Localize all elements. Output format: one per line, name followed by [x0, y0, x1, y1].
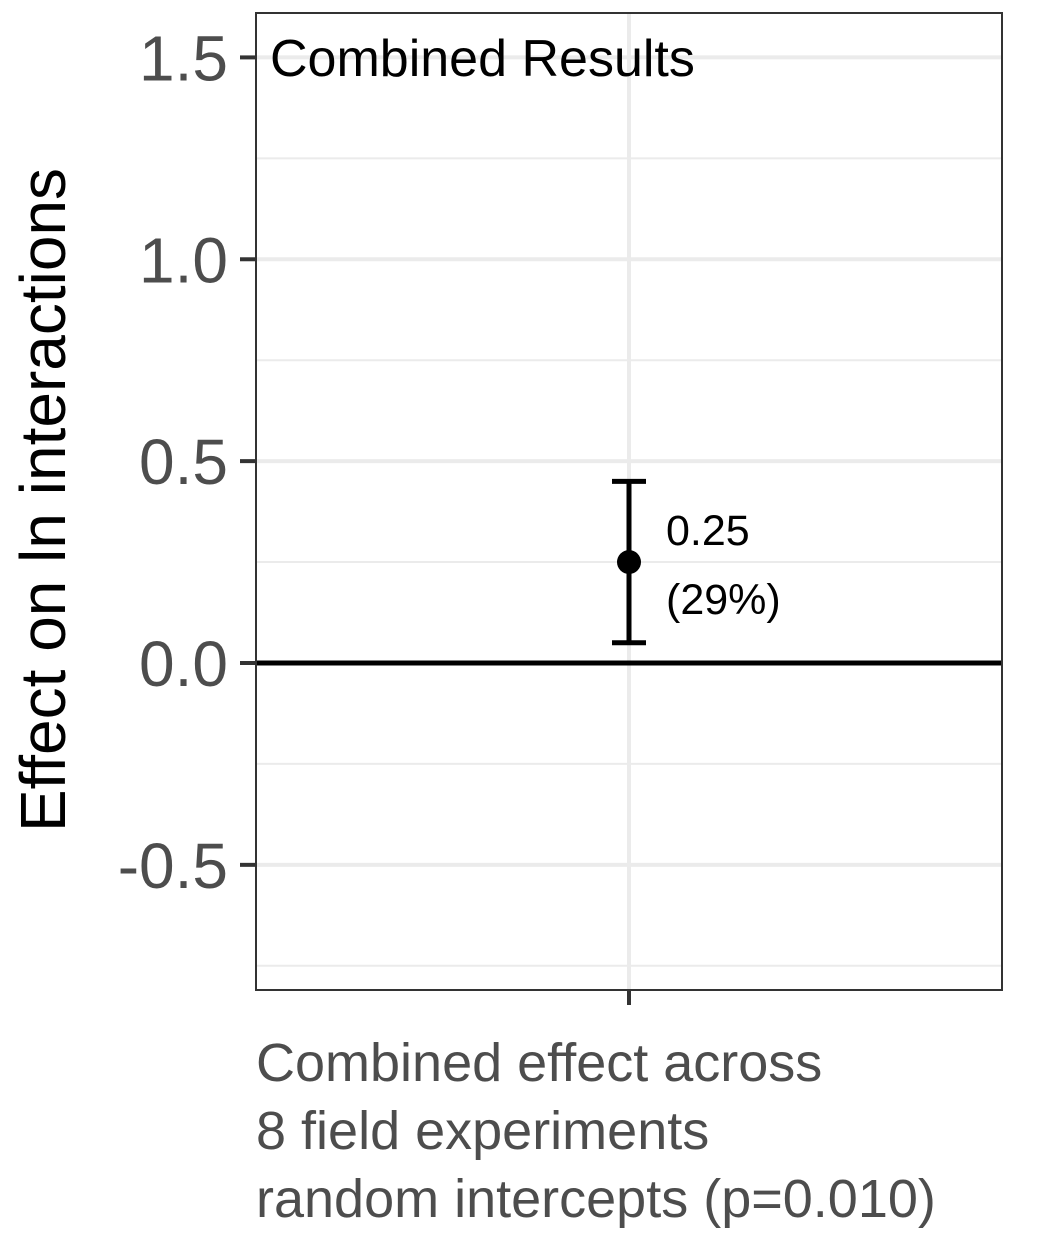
- percent-label: (29%): [666, 576, 781, 624]
- y-axis-ticks: -0.5 0.0 0.5 1.0 1.5: [118, 22, 256, 902]
- data-marks: 0.25 (29%): [612, 478, 781, 646]
- x-tick-label-line: 8 field experiments: [256, 1101, 709, 1161]
- x-tick-label-line: random intercepts (p=0.010): [256, 1169, 936, 1229]
- x-tick-label-line: Combined effect across: [256, 1033, 822, 1093]
- x-tick-label: Combined effect across 8 field experiment…: [256, 1033, 936, 1229]
- y-tick-label: 0.5: [139, 426, 228, 498]
- x-axis-ticks: Combined effect across 8 field experiment…: [256, 990, 936, 1229]
- y-axis-title: Effect on ln interactions: [7, 168, 79, 832]
- y-tick-label: -0.5: [118, 830, 228, 902]
- y-tick-label: 1.0: [139, 224, 228, 296]
- estimate-label: 0.25: [666, 507, 750, 555]
- panel-title: Combined Results: [270, 30, 695, 88]
- y-tick-label: 1.5: [139, 22, 228, 94]
- point-estimate: [617, 550, 641, 575]
- y-tick-label: 0.0: [139, 628, 228, 700]
